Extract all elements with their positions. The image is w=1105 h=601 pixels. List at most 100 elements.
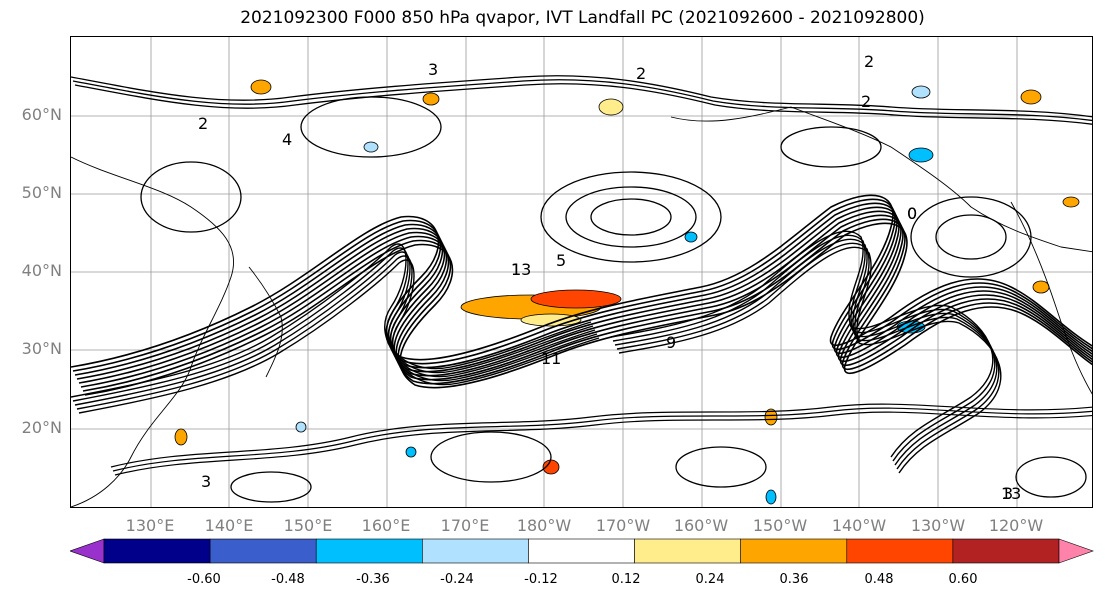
colorbar-extend-low (70, 538, 105, 564)
colorbar-cell (528, 538, 635, 564)
map-title: 2021092300 F000 850 hPa qvapor, IVT Land… (240, 8, 925, 28)
shading-patch (1062, 196, 1080, 208)
colorbar-cell (952, 538, 1060, 564)
contour-loop (780, 126, 882, 168)
contour-line (72, 198, 1092, 372)
lon-label-130e: 130°E (125, 516, 175, 535)
colorbar-extend-high (1058, 538, 1094, 564)
contour-loop (935, 214, 1007, 260)
contour-value-label: 2 (861, 92, 871, 111)
contour-loop (1015, 456, 1087, 498)
contour-loop (590, 198, 672, 236)
contour-loop (910, 196, 1032, 278)
lat-label-50n: 50°N (21, 183, 62, 202)
japan-coastline (248, 266, 283, 378)
contour-loop (565, 186, 697, 248)
contour-value-label: 1 (511, 260, 521, 279)
contour-value-label: 3 (428, 60, 438, 79)
colorbar-tick-2: -0.48 (271, 572, 305, 587)
contour-line (71, 75, 1092, 118)
colorbar-tick-1: -0.60 (187, 572, 221, 587)
contour-value-label: 0 (907, 204, 917, 223)
lon-label-180w: 180°W (516, 516, 572, 535)
shading-patch (908, 147, 934, 163)
contour-value-label: 4 (282, 130, 292, 149)
contour-value-label: 13 (1001, 484, 1021, 503)
shading-patch (598, 98, 624, 116)
shading-patch (405, 446, 417, 458)
contour-value-label: 11 (541, 349, 561, 368)
contour-value-label: 5 (556, 251, 566, 270)
colorbar-tick-10: 0.60 (948, 572, 978, 587)
colorbar-tick-8: 0.36 (779, 572, 809, 587)
lon-label-170e: 170°E (440, 516, 490, 535)
lon-label-160w: 160°W (673, 516, 729, 535)
contour-value-label: 9 (666, 333, 676, 352)
colorbar-tick-5: -0.12 (524, 572, 558, 587)
colorbar-cell (103, 538, 211, 564)
contour-value-label: 3 (201, 472, 211, 491)
lon-label-140e: 140°E (204, 516, 254, 535)
lon-label-170w: 170°W (595, 516, 651, 535)
shading-patch (765, 489, 777, 505)
lon-label-150e: 150°E (283, 516, 333, 535)
shading-patch (295, 421, 307, 433)
asia-coastline (71, 156, 235, 507)
contour-line (618, 246, 1002, 474)
contour-value-label: 13 (511, 260, 531, 279)
contour-value-label: 2 (636, 64, 646, 83)
colorbar-tick-6: 0.12 (611, 572, 641, 587)
shading-patch (174, 428, 188, 446)
contour-line (610, 230, 994, 458)
shading-patch (530, 289, 622, 309)
contour-line (78, 259, 600, 414)
colorbar-tick-3: -0.36 (356, 572, 390, 587)
contour-line (76, 206, 1092, 380)
colorbar-cell (740, 538, 848, 564)
contour-line (74, 202, 1092, 376)
shading-patch (911, 85, 931, 99)
colorbar-tick-4: -0.24 (440, 572, 474, 587)
contour-loop (140, 161, 242, 233)
lon-label-160e: 160°E (361, 516, 411, 535)
contour-line (72, 79, 1092, 122)
contour-value-label: 3 (1003, 484, 1013, 503)
colorbar-tick-9: 0.48 (864, 572, 894, 587)
contour-line (112, 407, 1092, 472)
contour-loop (230, 471, 312, 503)
alaska-coastline (670, 106, 1092, 253)
contour-loop (300, 96, 442, 158)
colorbar-tick-7: 0.24 (695, 572, 725, 587)
contour-loop (430, 431, 552, 483)
shading-patch (250, 79, 272, 95)
lat-label-30n: 30°N (21, 339, 62, 358)
lon-label-140w: 140°W (831, 516, 887, 535)
contour-line (71, 194, 1092, 368)
contour-value-label: 2 (198, 114, 208, 133)
lat-label-60n: 60°N (21, 105, 62, 124)
contour-line (616, 242, 1000, 470)
na-west-coast (1010, 201, 1092, 395)
shading-patch (1020, 89, 1042, 105)
contour-line (614, 238, 998, 466)
shading-patch (1032, 280, 1050, 294)
lon-label-130w: 130°W (910, 516, 966, 535)
contour-line (110, 403, 1092, 468)
shading-patch (764, 408, 778, 426)
contour-line (78, 210, 1092, 384)
contour-line (74, 83, 1092, 125)
map-panel: 3 4 2 2 1 0 13 5 11 9 0 3 2 2 3 13 (70, 36, 1093, 508)
shading-patch (422, 92, 440, 106)
contour-value-label: 0 (907, 204, 917, 223)
lat-label-20n: 20°N (21, 418, 62, 437)
contour-value-label: 2 (864, 52, 874, 71)
colorbar-cell (315, 538, 423, 564)
contour-line (612, 234, 996, 462)
colorbar-cell (634, 538, 741, 564)
lat-label-40n: 40°N (21, 261, 62, 280)
contour-loop (675, 446, 767, 488)
contour-lines (71, 75, 1092, 503)
contour-line (82, 218, 1092, 392)
lon-label-150w: 150°W (752, 516, 808, 535)
